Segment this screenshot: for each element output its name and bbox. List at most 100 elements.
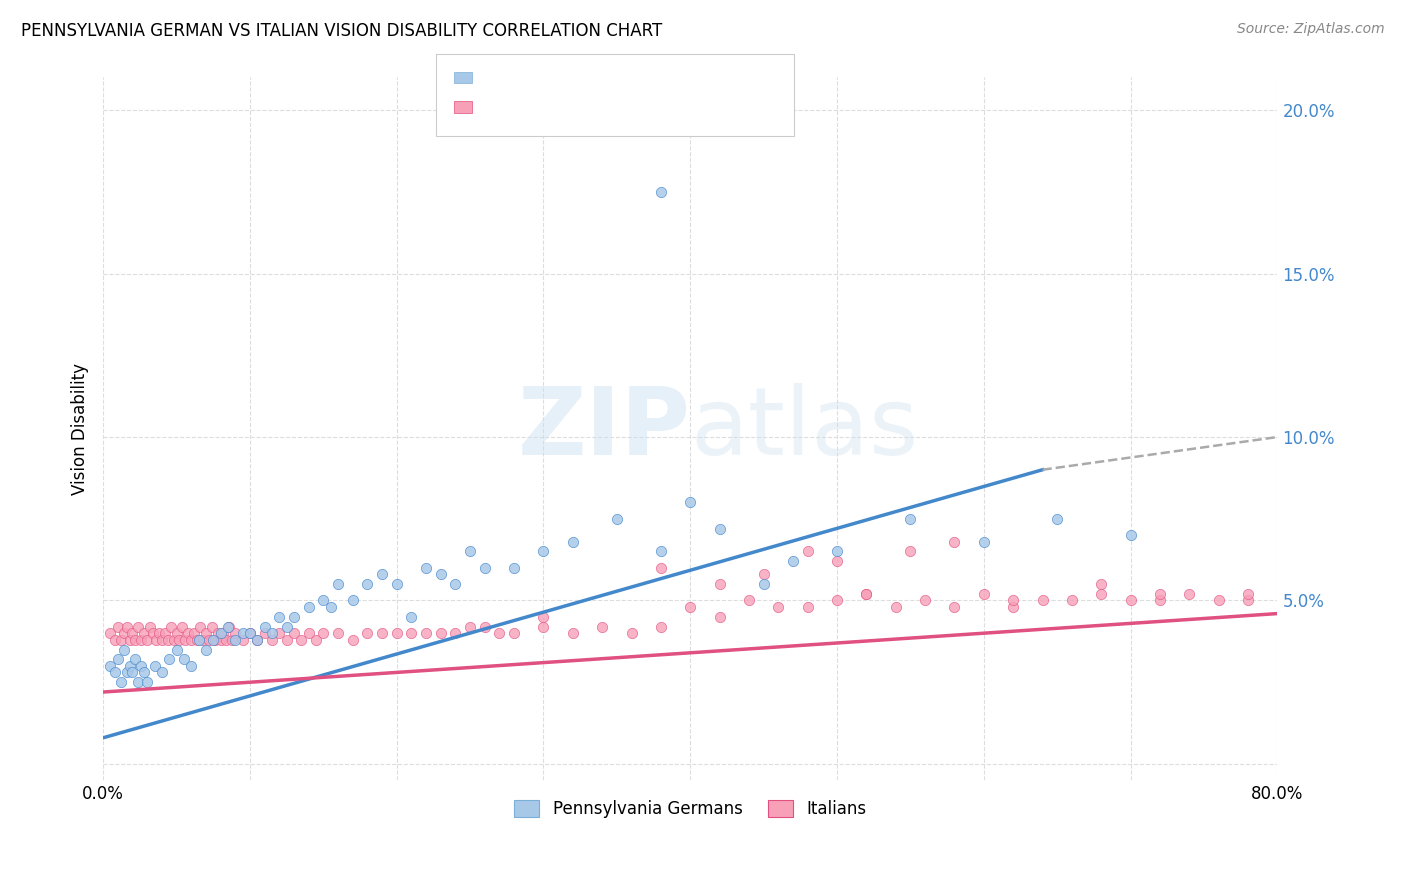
Point bbox=[356, 577, 378, 591]
Point bbox=[202, 632, 225, 647]
Point bbox=[650, 561, 672, 575]
Point bbox=[145, 632, 167, 647]
Point bbox=[855, 587, 877, 601]
Point bbox=[943, 534, 966, 549]
Point bbox=[212, 626, 235, 640]
Text: N =: N = bbox=[598, 70, 631, 85]
Point bbox=[129, 632, 152, 647]
Point bbox=[1060, 593, 1083, 607]
Point bbox=[679, 600, 702, 615]
Point bbox=[246, 632, 269, 647]
Point bbox=[136, 632, 159, 647]
Point bbox=[100, 659, 122, 673]
Point bbox=[1046, 512, 1069, 526]
Point bbox=[188, 620, 211, 634]
Point bbox=[232, 626, 254, 640]
Point bbox=[134, 626, 156, 640]
Text: ZIP: ZIP bbox=[517, 383, 690, 475]
Point bbox=[474, 620, 496, 634]
Point bbox=[1090, 587, 1112, 601]
Point bbox=[150, 632, 173, 647]
Point bbox=[326, 577, 349, 591]
Point bbox=[159, 620, 181, 634]
Point bbox=[371, 626, 394, 640]
Point bbox=[153, 626, 176, 640]
Point bbox=[129, 659, 152, 673]
Point bbox=[326, 626, 349, 640]
Point bbox=[191, 632, 214, 647]
Point bbox=[503, 561, 526, 575]
Point bbox=[709, 577, 731, 591]
Text: 0.479: 0.479 bbox=[524, 70, 572, 85]
Point bbox=[121, 626, 143, 640]
Point bbox=[973, 587, 995, 601]
Point bbox=[107, 620, 129, 634]
Point bbox=[148, 626, 170, 640]
Point bbox=[606, 512, 628, 526]
Point bbox=[239, 626, 262, 640]
Point bbox=[796, 544, 818, 558]
Point bbox=[121, 665, 143, 680]
Point bbox=[246, 632, 269, 647]
Point bbox=[207, 626, 229, 640]
Point bbox=[290, 632, 312, 647]
Point bbox=[104, 665, 127, 680]
Point bbox=[104, 632, 127, 647]
Point bbox=[356, 626, 378, 640]
Point bbox=[620, 626, 643, 640]
Point bbox=[174, 632, 197, 647]
Point bbox=[169, 632, 191, 647]
Point bbox=[115, 665, 138, 680]
Point bbox=[283, 626, 305, 640]
Point bbox=[127, 675, 149, 690]
Point bbox=[107, 652, 129, 666]
Point bbox=[204, 632, 226, 647]
Point bbox=[260, 626, 283, 640]
Point bbox=[900, 544, 922, 558]
Point bbox=[253, 620, 276, 634]
Point bbox=[1119, 593, 1142, 607]
Point bbox=[124, 652, 146, 666]
Point bbox=[187, 632, 209, 647]
Point bbox=[100, 626, 122, 640]
Point bbox=[825, 554, 848, 568]
Point bbox=[180, 659, 202, 673]
Point bbox=[1237, 593, 1260, 607]
Point bbox=[269, 626, 291, 640]
Point bbox=[650, 185, 672, 199]
Point bbox=[1090, 577, 1112, 591]
Point bbox=[458, 544, 481, 558]
Point bbox=[172, 620, 194, 634]
Point bbox=[444, 626, 467, 640]
Point bbox=[371, 567, 394, 582]
Point bbox=[342, 593, 364, 607]
Point bbox=[150, 665, 173, 680]
Point bbox=[1002, 593, 1025, 607]
Point bbox=[900, 512, 922, 526]
Point bbox=[217, 620, 239, 634]
Point bbox=[738, 593, 761, 607]
Point bbox=[1031, 593, 1053, 607]
Point bbox=[253, 626, 276, 640]
Text: R =: R = bbox=[482, 70, 516, 85]
Point bbox=[209, 632, 232, 647]
Point bbox=[283, 610, 305, 624]
Point bbox=[752, 567, 775, 582]
Point bbox=[177, 626, 200, 640]
Point bbox=[224, 632, 246, 647]
Point bbox=[276, 620, 298, 634]
Point bbox=[166, 626, 188, 640]
Point bbox=[533, 610, 555, 624]
Point bbox=[118, 659, 141, 673]
Point bbox=[215, 632, 238, 647]
Point bbox=[401, 610, 423, 624]
Point bbox=[1178, 587, 1201, 601]
Point bbox=[415, 626, 437, 640]
Text: 106: 106 bbox=[637, 100, 669, 114]
Point bbox=[143, 659, 166, 673]
Point bbox=[429, 626, 451, 640]
Point bbox=[1237, 587, 1260, 601]
Point bbox=[415, 561, 437, 575]
Point bbox=[127, 620, 149, 634]
Point bbox=[429, 567, 451, 582]
